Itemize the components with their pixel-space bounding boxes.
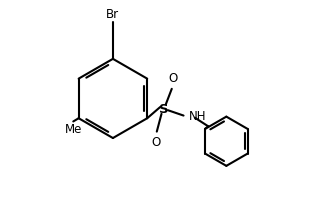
Text: Br: Br xyxy=(106,8,119,21)
Text: O: O xyxy=(151,136,160,149)
Text: S: S xyxy=(159,103,168,116)
Text: O: O xyxy=(168,71,178,85)
Text: Me: Me xyxy=(65,123,82,136)
Text: NH: NH xyxy=(189,110,206,123)
